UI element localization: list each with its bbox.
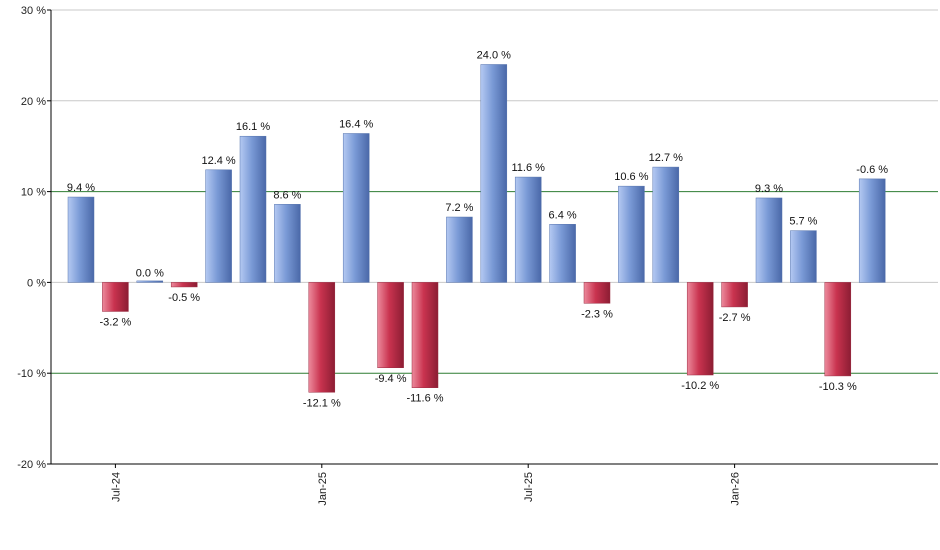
bar: [136, 280, 164, 283]
data-label: 9.3 %: [755, 183, 783, 195]
y-tick-label: 20 %: [21, 96, 46, 108]
bar: [205, 169, 232, 283]
bar: [583, 282, 611, 304]
bar: [274, 204, 301, 283]
bar: [480, 64, 508, 283]
data-label: 12.4 %: [201, 155, 235, 167]
data-label: -10.2 %: [681, 380, 719, 392]
bar: [755, 197, 783, 283]
bar: [342, 133, 370, 283]
axes: 30 % 20 % 10 % 0 % -10 % -20 % Jul-24 Jan-25 Jul…: [17, 5, 938, 506]
bar: [790, 230, 817, 283]
data-label: 9.4 %: [67, 182, 95, 194]
x-tick-label: Jul-24: [110, 472, 122, 502]
bar: [514, 176, 542, 283]
data-label: -2.3 %: [581, 308, 613, 320]
data-label: 24.0 %: [477, 49, 511, 61]
y-tick-label: 10 %: [21, 187, 46, 199]
data-label: -3.2 %: [100, 316, 132, 328]
data-label: 16.1 %: [236, 121, 270, 133]
data-label: -0.6 %: [856, 164, 888, 176]
data-label: 16.4 %: [339, 118, 373, 130]
data-label: -11.6 %: [406, 393, 443, 405]
y-tick-label: -20 %: [17, 459, 46, 471]
x-tick-label: Jan-25: [317, 472, 329, 506]
y-tick-label: 30 %: [21, 5, 46, 17]
data-label: 8.6 %: [273, 189, 301, 201]
data-label: 6.4 %: [549, 209, 577, 221]
data-label: -12.1 %: [303, 397, 341, 409]
data-label: 0.0 %: [136, 267, 164, 279]
data-label: -2.7 %: [719, 312, 751, 324]
bar: [824, 282, 852, 377]
data-label: 11.6 %: [511, 162, 545, 174]
x-tick-label: Jul-25: [523, 472, 535, 502]
data-label: 10.6 %: [614, 171, 648, 183]
y-tick-label: -10 %: [17, 368, 46, 380]
data-label: 5.7 %: [789, 216, 817, 228]
bar: [239, 135, 267, 283]
bars: [67, 64, 886, 393]
data-label: -9.4 %: [375, 373, 407, 385]
bar: [411, 282, 439, 388]
bar: [549, 224, 576, 283]
bar: [721, 282, 748, 308]
bar: [618, 185, 645, 283]
bar: [858, 178, 886, 283]
bar: [170, 282, 198, 288]
bar: [652, 166, 680, 283]
data-label: -0.5 %: [168, 292, 200, 304]
bar: [377, 282, 404, 369]
data-label: -10.3 %: [819, 381, 857, 393]
data-label: 7.2 %: [445, 202, 473, 214]
x-tick-label: Jan-26: [730, 472, 742, 506]
bar: [102, 282, 129, 312]
bar: [308, 282, 336, 393]
bar: [67, 196, 95, 283]
bar: [686, 282, 714, 376]
data-label: 12.7 %: [649, 152, 683, 164]
bar: [446, 216, 473, 283]
data-labels: 9.4 % -3.2 % 0.0 % -0.5 % 12.4 % 16.1 % 8.6 % -…: [67, 49, 888, 409]
y-tick-label: 0 %: [27, 277, 46, 289]
